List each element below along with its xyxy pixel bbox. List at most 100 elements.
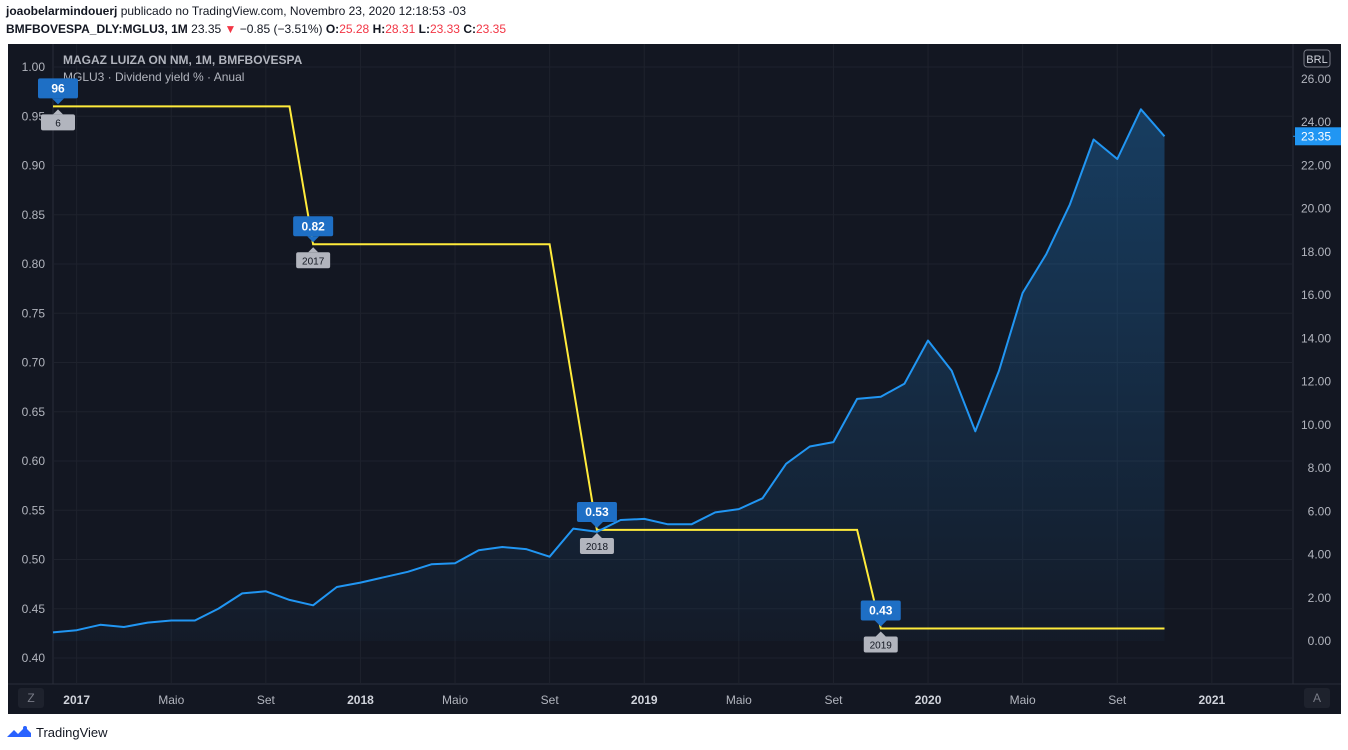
value-label-text: 0.82 [301,219,325,233]
low-value: 23.33 [429,22,460,36]
chart-canvas[interactable]: MAGAZ LUIZA ON NM, 1M, BMFBOVESPA MGLU3 … [8,44,1341,714]
left-axis-tick: 0.75 [22,306,46,320]
close-label: C: [463,22,476,36]
value-label-text: 96 [51,81,65,95]
time-axis-tick: Set [257,693,276,707]
year-label-pointer [591,532,602,538]
last-price-text: 23.35 [1301,129,1331,143]
footer: TradingView [6,722,108,742]
time-axis-tick: Maio [442,693,468,707]
time-axis-tick: Set [824,693,843,707]
time-axis[interactable]: 2017 Maio Set 2018 Maio Set 2019 Maio Set 2020 Mai… [63,693,1225,707]
corner-right-label: A [1313,691,1321,705]
publisher-name[interactable]: joaobelarmindouerj [6,4,118,18]
year-label-text: 2019 [870,640,893,651]
year-label-box [579,537,614,554]
chart-panel[interactable]: MAGAZ LUIZA ON NM, 1M, BMFBOVESPA MGLU3 … [8,44,1341,714]
year-label-box [296,252,331,269]
legend-title: MAGAZ LUIZA ON NM, 1M, BMFBOVESPA [63,53,303,67]
price-area [53,109,1165,642]
open-value: 25.28 [339,22,370,36]
value-label-text: 0.53 [585,505,609,519]
value-label-box [38,78,78,99]
left-axis-tick: 0.40 [22,651,46,665]
value-label-pointer [52,98,64,105]
legend-study: MGLU3 · Dividend yield % · Anual [63,70,244,84]
value-label-text: 0.43 [869,603,893,617]
time-axis-tick: Maio [158,693,184,707]
value-label-box [576,501,617,522]
tradingview-logo-icon [7,726,31,737]
left-axis-tick: 0.85 [22,208,46,222]
time-axis-tick: 2019 [631,693,658,707]
high-value: 28.31 [385,22,416,36]
right-axis-tick: 14.00 [1301,331,1331,345]
currency-badge[interactable]: BRL [1303,49,1331,68]
value-label-pointer [874,620,887,627]
value-labels: 96 6 0.82 2017 0.53 2018 0.43 2019 [38,78,901,653]
last-price-box [1295,127,1341,146]
price-series-line [52,108,1166,634]
auto-scale-left-button[interactable]: Z [18,688,44,708]
right-axis-tick: 12.00 [1301,375,1331,389]
right-axis-tick: 22.00 [1301,158,1331,172]
time-axis-tick: 2021 [1198,693,1225,707]
right-axis-tick: 8.00 [1308,461,1332,475]
time-axis-tick: Set [1108,693,1127,707]
time-axis-tick: 2017 [63,693,90,707]
year-label-text: 2018 [586,542,609,553]
price-area-fill [53,109,1165,642]
left-axis-tick: 1.00 [22,60,46,74]
last-price-marker: 23.35 [1293,127,1341,146]
value-label-group: 0.82 2017 [293,216,334,269]
right-axis-tick: 18.00 [1301,245,1331,259]
change-value: −0.85 (−3.51%) [239,22,323,36]
year-label-box [863,636,898,653]
auto-scale-right-button[interactable]: A [1304,688,1330,708]
close-value: 23.35 [475,22,507,36]
left-axis-tick: 0.60 [22,454,46,468]
right-axis-tick: 2.00 [1308,591,1332,605]
value-label-group: 96 6 [38,78,78,131]
symbol-line: BMFBOVESPA_DLY:MGLU3, 1M 23.35 ▼ −0.85 (… [6,22,506,36]
year-label-pointer [875,631,886,637]
last-value: 23.35 [191,22,222,36]
value-label-box [860,600,901,621]
time-axis-tick: 2018 [347,693,374,707]
right-axis-tick: 24.00 [1301,115,1331,129]
value-label-pointer [307,236,320,243]
symbol-name: BMFBOVESPA_DLY:MGLU3, 1M [6,22,188,36]
down-arrow-icon: ▼ [224,22,237,36]
right-axis-tick: 26.00 [1301,72,1331,86]
year-label-pointer [308,247,319,253]
time-axis-tick: Maio [1010,693,1036,707]
value-label-group: 0.43 2019 [860,600,901,653]
left-price-axis[interactable]: 1.00 0.95 0.90 0.85 0.80 0.75 0.70 0.65 0.60 0.55… [22,60,46,665]
left-axis-tick: 0.80 [22,257,46,271]
time-axis-tick: 2020 [915,693,942,707]
left-axis-tick: 0.95 [22,109,46,123]
branding-text[interactable]: TradingView [36,724,108,740]
left-axis-tick: 0.45 [22,602,46,616]
publish-line: joaobelarmindouerj publicado no TradingV… [6,4,466,18]
year-label-box [41,114,75,131]
right-axis-tick: 16.00 [1301,288,1331,302]
value-label-box [293,216,334,237]
published-text: publicado no TradingView.com, Novembro 2… [117,4,467,18]
year-label-text: 2017 [302,256,325,267]
time-axis-tick: Set [541,693,560,707]
left-axis-tick: 0.55 [22,503,46,517]
value-label-group: 0.53 2018 [576,501,617,554]
low-label: L: [418,22,430,36]
time-axis-tick: Maio [726,693,752,707]
price-line [52,108,1166,634]
corner-left-label: Z [27,691,34,705]
left-axis-tick: 0.50 [22,553,46,567]
open-label: O: [325,22,340,36]
right-axis-tick: 0.00 [1308,634,1332,648]
right-price-axis[interactable]: 26.00 24.00 22.00 20.00 18.00 16.00 14.00 12.00… [1301,72,1331,648]
year-label-pointer [53,109,63,115]
year-label-text: 6 [55,118,61,129]
value-label-pointer [590,521,603,528]
left-axis-tick: 0.65 [22,405,46,419]
